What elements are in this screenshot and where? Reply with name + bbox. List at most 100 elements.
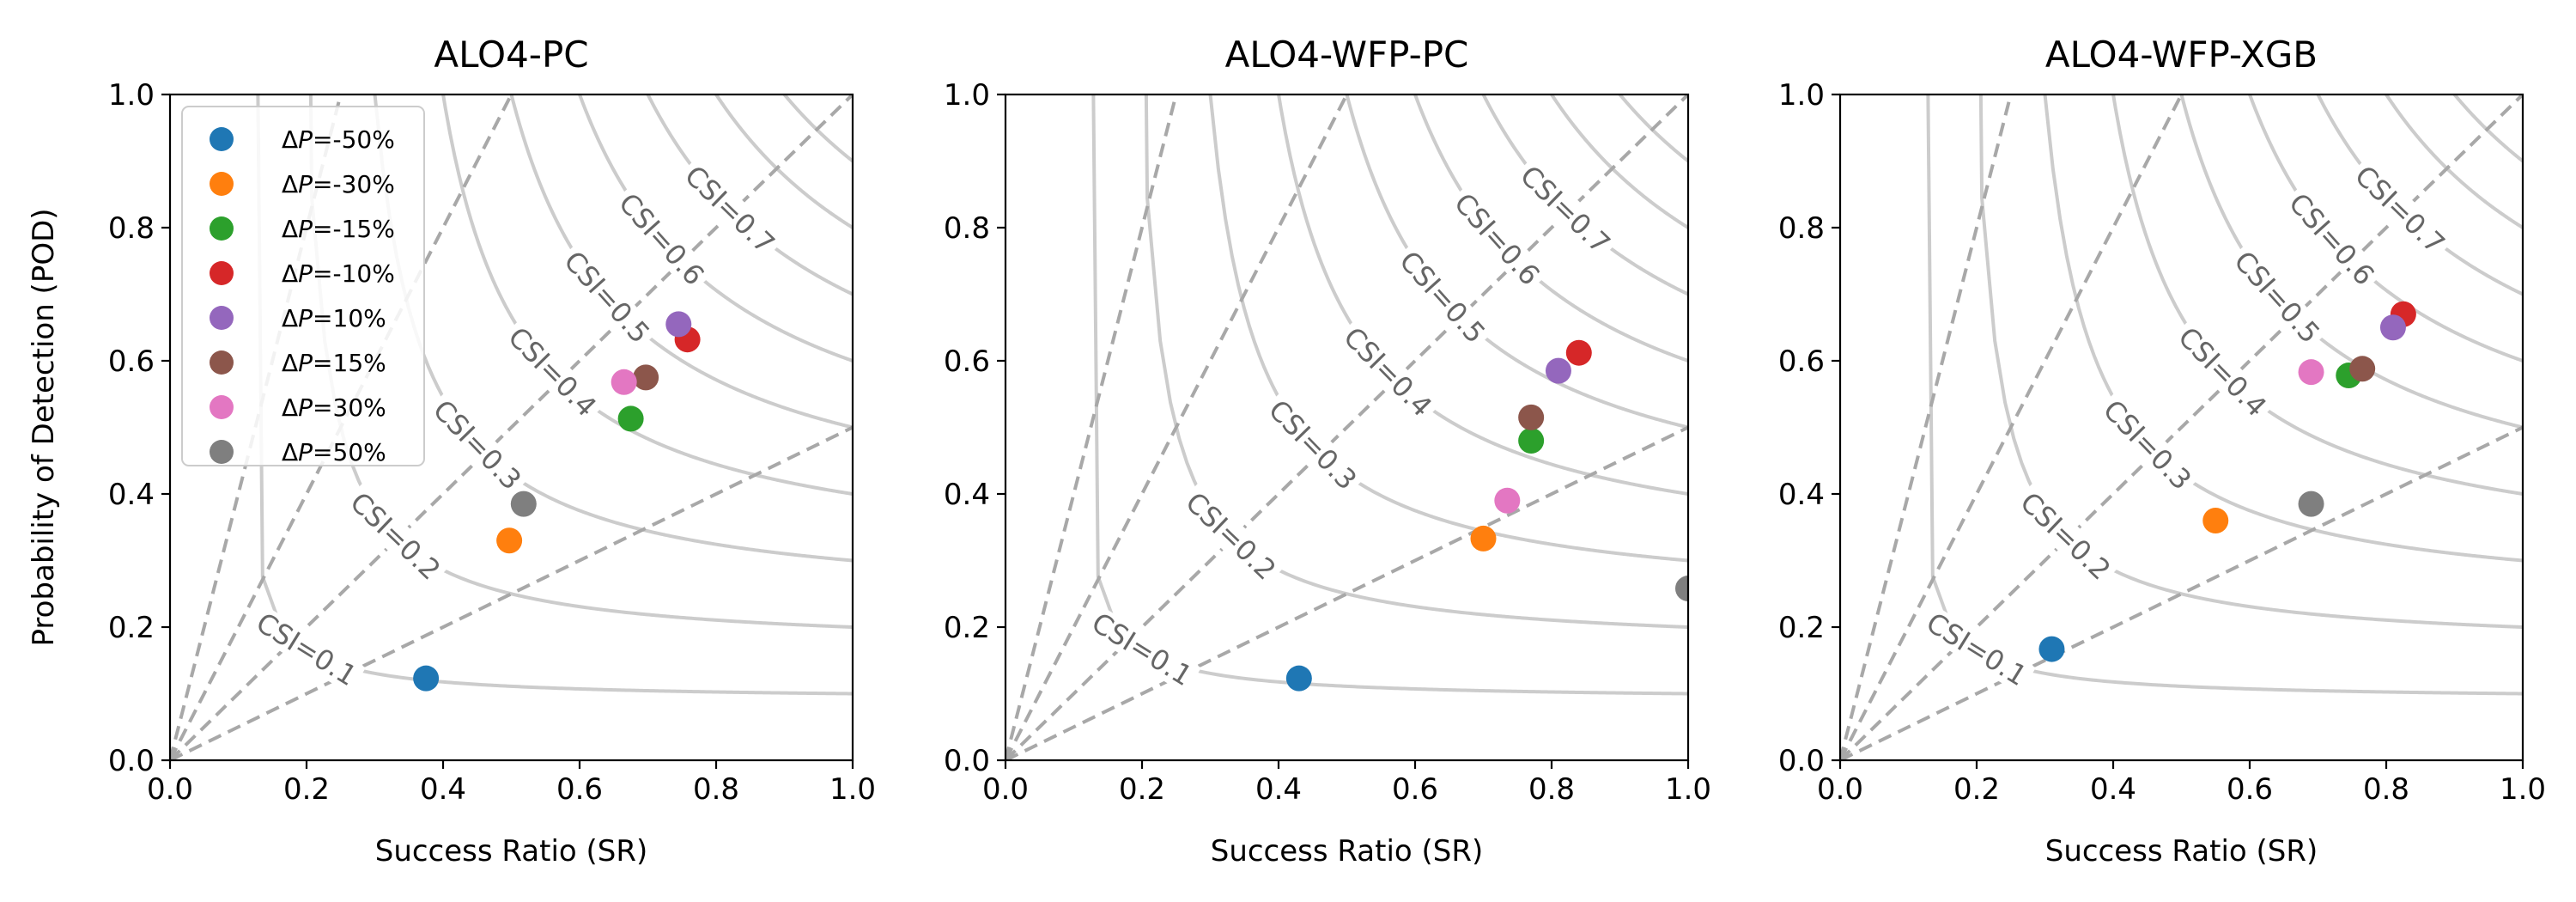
x-tick-label: 0.2 [283, 772, 330, 807]
legend-entry: ΔP=-50% [282, 125, 395, 154]
legend-entry: ΔP=-15% [282, 215, 395, 243]
data-point [2349, 356, 2376, 382]
csi-label: CSI=0.2 [1179, 485, 1282, 586]
data-point [1565, 339, 1592, 366]
csi-label: CSI=0.4 [1337, 320, 1438, 423]
csi-label-bg [1083, 604, 1201, 695]
bias-line-2 [1005, 94, 1349, 760]
panel-2: CSI=0.1CSI=0.2CSI=0.3CSI=0.4CSI=0.5CSI=0… [944, 34, 1711, 868]
bias-line-0.5 [1005, 425, 1688, 760]
x-tick-label: 1.0 [2500, 772, 2546, 807]
csi-contour-0.9 [781, 94, 853, 163]
csi-contour-0.9 [2451, 94, 2523, 163]
y-tick-label: 0.2 [1778, 611, 1825, 645]
x-tick-label: 0.4 [2090, 772, 2136, 807]
y-axis-label: Probability of Detection (POD) [27, 208, 61, 646]
y-tick-label: 1.0 [944, 78, 990, 113]
x-axis-label: Success Ratio (SR) [1211, 834, 1484, 868]
bias-line-4 [1005, 94, 1178, 760]
csi-label-bg [2280, 184, 2384, 295]
legend-marker [210, 127, 234, 151]
x-tick-label: 0.8 [1528, 772, 1575, 807]
data-point [1675, 576, 1688, 602]
csi-label: CSI=0.4 [501, 320, 603, 423]
panel-3: CSI=0.1CSI=0.2CSI=0.3CSI=0.4CSI=0.5CSI=0… [1778, 34, 2546, 868]
csi-label: CSI=0.2 [343, 485, 447, 586]
y-tick-label: 0.6 [944, 344, 990, 379]
csi-label: CSI=0.3 [1262, 393, 1364, 497]
csi-label: CSI=0.6 [1448, 186, 1546, 291]
panel-title: ALO4-WFP-PC [1225, 34, 1469, 76]
bias-line-2 [1840, 94, 2184, 760]
csi-label: CSI=0.4 [2172, 320, 2273, 423]
x-tick-label: 0.6 [1392, 772, 1438, 807]
x-tick-label: 0.8 [2363, 772, 2409, 807]
y-tick-label: 0.2 [944, 611, 990, 645]
csi-label: CSI=0.3 [2097, 393, 2198, 497]
y-tick-label: 0.6 [108, 344, 155, 379]
legend-entry: ΔP=-10% [282, 259, 395, 288]
csi-label-bg [1176, 483, 1285, 589]
plot-area: CSI=0.1CSI=0.2CSI=0.3CSI=0.4CSI=0.5CSI=0… [1840, 94, 2523, 760]
x-tick-label: 0.0 [147, 772, 193, 807]
legend-marker [210, 350, 234, 375]
panel-1: CSI=0.1CSI=0.2CSI=0.3CSI=0.4CSI=0.5CSI=0… [27, 34, 876, 868]
bias-line-0.5 [1840, 425, 2523, 760]
legend-entry: ΔP=-30% [282, 170, 395, 198]
x-tick-label: 0.6 [2227, 772, 2273, 807]
legend-marker [210, 306, 234, 330]
csi-label-bg [1917, 604, 2036, 695]
x-tick-label: 0.4 [420, 772, 466, 807]
y-tick-label: 0.0 [108, 744, 155, 778]
data-point [1285, 665, 1312, 692]
csi-contour-0.8 [714, 94, 853, 229]
csi-label: CSI=0.1 [251, 606, 362, 692]
csi-label-bg [247, 604, 366, 695]
csi-contour-0.2 [308, 94, 853, 629]
data-point [1470, 525, 1497, 552]
csi-label-bg [2225, 241, 2329, 352]
csi-contour-0.8 [2384, 94, 2523, 229]
legend-marker [210, 216, 234, 241]
csi-label: CSI=0.7 [1514, 159, 1617, 260]
bias-line-1 [1005, 94, 1688, 760]
axes-frame [1004, 93, 1690, 762]
csi-label-bg [1334, 318, 1442, 426]
csi-label-bg [1390, 241, 1494, 352]
data-point [2038, 636, 2065, 662]
csi-label: CSI=0.3 [427, 393, 528, 497]
y-tick-label: 0.8 [108, 211, 155, 246]
legend-entry: ΔP=30% [282, 393, 386, 422]
csi-contour-0.5 [2179, 94, 2523, 430]
csi-label-bg [2346, 156, 2454, 263]
legend-entry: ΔP=15% [282, 349, 386, 377]
bias-line-2 [170, 94, 513, 760]
csi-contour-0.9 [1617, 94, 1688, 163]
x-tick-label: 0.6 [556, 772, 603, 807]
data-point [1518, 428, 1545, 454]
x-tick-label: 0.0 [1817, 772, 1863, 807]
y-tick-label: 0.2 [108, 611, 155, 645]
csi-contour-0.6 [1413, 94, 1688, 363]
x-tick-label: 0.2 [1953, 772, 2000, 807]
csi-contour-0.2 [1144, 94, 1688, 629]
data-point [2298, 359, 2324, 386]
panel-title: ALO4-WFP-XGB [2045, 34, 2318, 76]
csi-label: CSI=0.2 [2014, 485, 2117, 586]
csi-label-bg [610, 184, 714, 295]
y-tick-label: 0.8 [944, 211, 990, 246]
csi-label-bg [341, 483, 450, 589]
csi-contour-0.8 [1549, 94, 1688, 229]
csi-label: CSI=0.7 [678, 159, 781, 260]
y-tick-label: 0.0 [1778, 744, 1825, 778]
x-tick-label: 1.0 [1665, 772, 1711, 807]
csi-contour-0.1 [256, 94, 853, 696]
y-tick-label: 0.4 [1778, 478, 1825, 512]
plot-area: CSI=0.1CSI=0.2CSI=0.3CSI=0.4CSI=0.5CSI=0… [1005, 94, 1688, 760]
legend-marker [210, 172, 234, 196]
x-axis-label: Success Ratio (SR) [375, 834, 648, 868]
x-tick-label: 0.8 [693, 772, 739, 807]
data-point [2379, 314, 2406, 341]
legend-marker [210, 261, 234, 285]
